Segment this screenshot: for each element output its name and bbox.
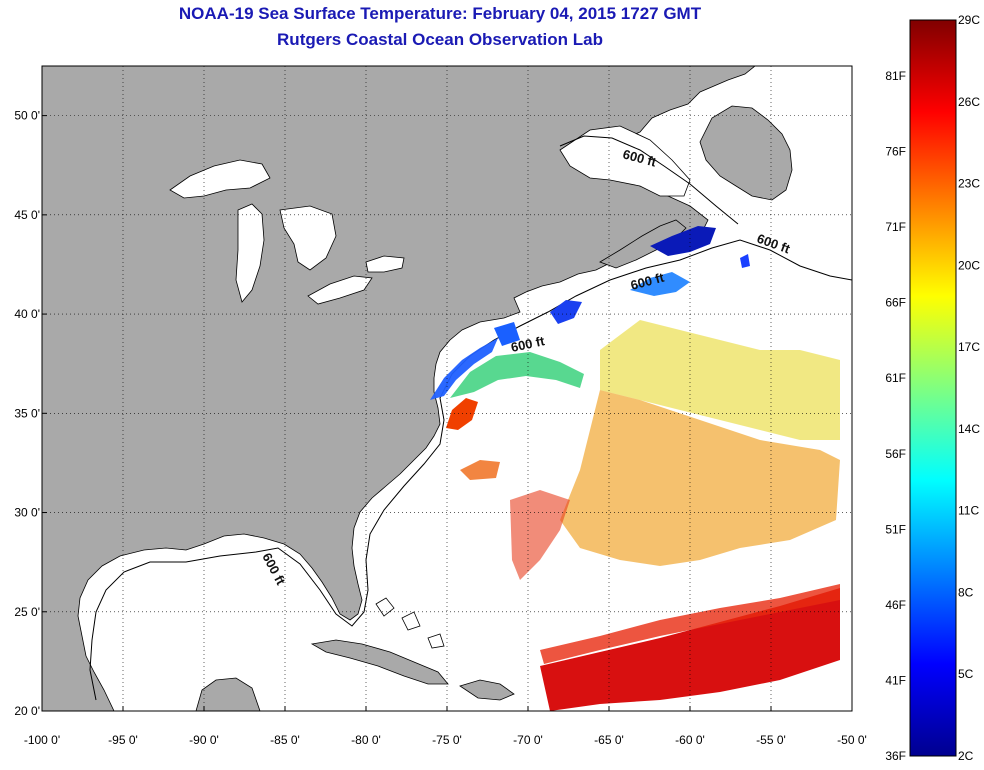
hispaniola-land [459, 679, 515, 701]
colorbar-f-label: 71F [885, 220, 906, 234]
lat-tick-label: 25 0' [14, 605, 40, 619]
longitude-axis: -100 0' -95 0' -90 0' -85 0' -80 0' -75 0' -70… [24, 706, 867, 747]
colorbar-c-label: 17C [958, 340, 980, 354]
lon-tick-label: -55 0' [756, 733, 786, 747]
map-title: NOAA-19 Sea Surface Temperature: Februar… [178, 4, 702, 23]
colorbar-c-label: 26C [958, 95, 980, 109]
lake-erie [307, 275, 373, 305]
map-subtitle: Rutgers Coastal Ocean Observation Lab [277, 30, 603, 49]
colorbar-f-label: 76F [885, 145, 906, 159]
lon-tick-label: -90 0' [189, 733, 219, 747]
lon-tick-label: -85 0' [270, 733, 300, 747]
lon-tick-label: -95 0' [108, 733, 138, 747]
colorbar-f-label: 51F [885, 522, 906, 536]
lon-tick-label: -70 0' [513, 733, 543, 747]
colorbar-c-label: 23C [958, 177, 980, 191]
lon-tick-label: -75 0' [432, 733, 462, 747]
nova-scotia-land [599, 219, 687, 269]
lake-huron [279, 205, 337, 271]
colorbar-f-label: 81F [885, 69, 906, 83]
colorbar-f-label: 36F [885, 749, 906, 763]
contour-label-600ft-mid-atlantic: 600 ft [510, 333, 547, 355]
lat-tick-label: 45 0' [14, 208, 40, 222]
lon-tick-label: -100 0' [24, 733, 60, 747]
colorbar-c-label: 5C [958, 667, 974, 681]
bahamas-islands [375, 597, 445, 649]
colorbar-f-label: 66F [885, 296, 906, 310]
sst-data-layer [430, 226, 840, 711]
colorbar-celsius-labels: 29C 26C 23C 20C 17C 14C 11C 8C 5C 2C [958, 13, 980, 763]
lon-tick-label: -60 0' [675, 733, 705, 747]
lon-tick-label: -80 0' [351, 733, 381, 747]
lat-tick-label: 40 0' [14, 307, 40, 321]
colorbar-f-label: 56F [885, 447, 906, 461]
lake-michigan [235, 203, 265, 303]
colorbar-c-label: 14C [958, 422, 980, 436]
colorbar-f-label: 61F [885, 371, 906, 385]
lake-ontario [365, 255, 405, 273]
lat-tick-label: 30 0' [14, 506, 40, 520]
newfoundland-land [699, 105, 793, 201]
temperature-colorbar [909, 19, 957, 757]
depth-contour-600ft [89, 239, 852, 701]
latitude-axis: 20 0' 25 0' 30 0' 35 0' 40 0' 45 0' 50 0' [14, 109, 47, 718]
gulf-of-st-lawrence [559, 125, 691, 197]
colorbar-f-label: 46F [885, 598, 906, 612]
lat-tick-label: 20 0' [14, 704, 40, 718]
lon-tick-label: -50 0' [837, 733, 867, 747]
colorbar-c-label: 29C [958, 13, 980, 27]
depth-contour-600ft-north [559, 135, 739, 225]
colorbar-fahrenheit-labels: 81F 76F 71F 66F 61F 56F 51F 46F 41F 36F [885, 69, 906, 763]
lake-superior [169, 159, 271, 199]
yucatan-land [195, 677, 261, 711]
cuba-land [310, 639, 449, 685]
colorbar-c-label: 8C [958, 585, 974, 599]
colorbar-f-label: 41F [885, 673, 906, 687]
lon-tick-label: -65 0' [594, 733, 624, 747]
lat-tick-label: 50 0' [14, 109, 40, 123]
lat-tick-label: 35 0' [14, 406, 40, 420]
colorbar-c-label: 20C [958, 258, 980, 272]
colorbar-c-label: 11C [958, 504, 979, 518]
colorbar-c-label: 2C [958, 749, 974, 763]
